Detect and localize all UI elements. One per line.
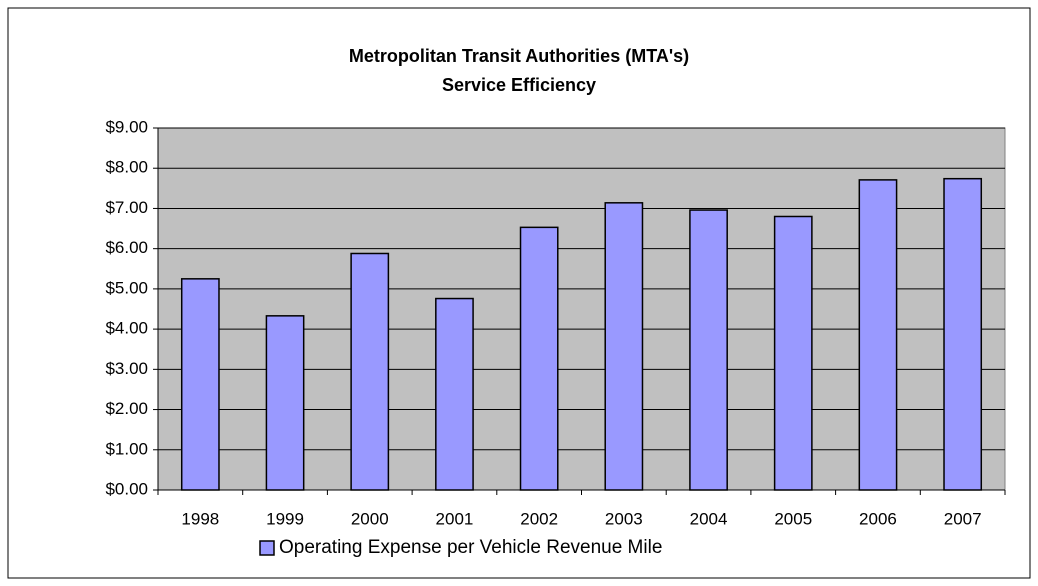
bar xyxy=(858,179,898,491)
x-tick-label: 2006 xyxy=(859,509,897,528)
bar xyxy=(435,297,474,491)
y-tick-label: $9.00 xyxy=(105,117,148,136)
bar xyxy=(773,215,813,491)
y-tick-label: $4.00 xyxy=(105,319,148,338)
bar xyxy=(604,202,644,491)
y-tick-label: $8.00 xyxy=(105,158,148,177)
x-tick-label: 2001 xyxy=(436,509,474,528)
x-tick-label: 1998 xyxy=(181,509,219,528)
legend-swatch xyxy=(259,540,275,556)
x-tick-label: 2007 xyxy=(944,509,982,528)
y-tick-label: $1.00 xyxy=(105,439,148,458)
x-tick-label: 2004 xyxy=(690,509,728,528)
bar xyxy=(943,177,983,491)
legend-label: Operating Expense per Vehicle Revenue Mi… xyxy=(279,537,662,558)
chart-title: Metropolitan Transit Authorities (MTA's) xyxy=(349,46,689,66)
chart-title: Service Efficiency xyxy=(442,75,596,95)
y-tick-label: $2.00 xyxy=(105,399,148,418)
x-tick-label: 2002 xyxy=(520,509,558,528)
x-tick-label: 2003 xyxy=(605,509,643,528)
bar xyxy=(180,278,220,491)
y-tick-label: $5.00 xyxy=(105,278,148,297)
bar xyxy=(519,226,559,491)
y-tick-label: $6.00 xyxy=(105,238,148,257)
y-tick-label: $7.00 xyxy=(105,198,148,217)
bar xyxy=(689,209,728,491)
x-tick-label: 2000 xyxy=(351,509,389,528)
y-tick-label: $3.00 xyxy=(105,359,148,378)
x-tick-label: 2005 xyxy=(774,509,812,528)
bar xyxy=(350,252,390,491)
y-tick-label: $0.00 xyxy=(105,479,148,498)
bar xyxy=(265,315,305,491)
x-tick-label: 1999 xyxy=(266,509,304,528)
